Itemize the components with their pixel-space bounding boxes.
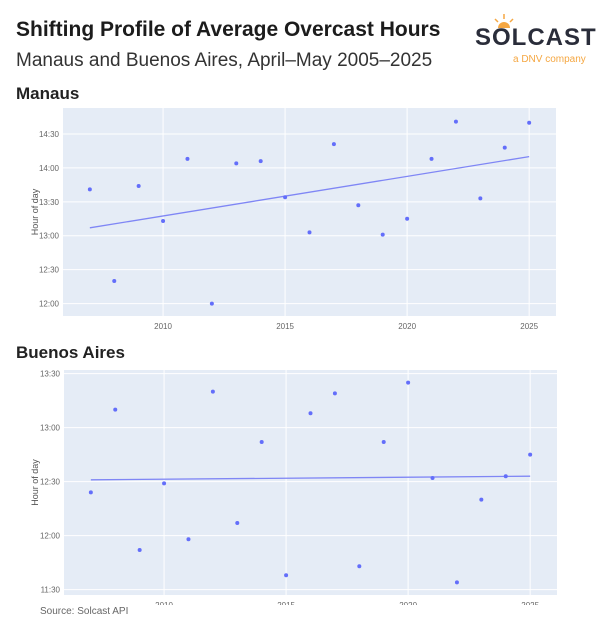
data-point bbox=[137, 548, 142, 552]
x-tick-label: 2025 bbox=[521, 601, 539, 605]
data-point bbox=[380, 232, 385, 237]
trend-line bbox=[89, 155, 530, 229]
y-axis-label: Hour of day bbox=[30, 188, 40, 235]
data-point bbox=[503, 474, 508, 479]
plot-area bbox=[63, 108, 556, 316]
data-point bbox=[210, 389, 215, 394]
y-tick-label: 14:30 bbox=[39, 130, 60, 139]
data-point bbox=[284, 573, 289, 578]
x-tick-label: 2015 bbox=[276, 322, 294, 331]
data-point bbox=[356, 203, 361, 208]
data-point bbox=[430, 476, 435, 480]
y-tick-label: 12:00 bbox=[40, 532, 61, 541]
x-tick-label: 2010 bbox=[155, 601, 173, 605]
data-point bbox=[332, 391, 337, 396]
data-point bbox=[357, 564, 362, 569]
data-point bbox=[259, 440, 264, 444]
data-point bbox=[406, 380, 411, 385]
data-point bbox=[405, 216, 410, 221]
x-tick-label: 2025 bbox=[520, 322, 538, 331]
y-tick-label: 14:00 bbox=[39, 164, 60, 173]
figure-title: Shifting Profile of Average Overcast Hou… bbox=[16, 18, 441, 41]
data-point bbox=[87, 187, 92, 192]
y-tick-label: 12:30 bbox=[40, 478, 61, 487]
data-point bbox=[258, 159, 263, 164]
data-point bbox=[162, 481, 167, 486]
sun-icon bbox=[494, 14, 514, 28]
data-point bbox=[381, 440, 386, 444]
y-tick-label: 13:30 bbox=[39, 198, 60, 207]
data-point bbox=[113, 407, 118, 412]
figure-subtitle: Manaus and Buenos Aires, April–May 2005–… bbox=[16, 50, 433, 71]
logo-name: SOLCAST bbox=[475, 24, 597, 51]
chart-buenos-aires: 2010 2015 2020 2025 11:30 12:00 12:30 13:00 13:3… bbox=[30, 370, 557, 605]
y-tick-label: 13:00 bbox=[39, 232, 60, 241]
data-point bbox=[308, 411, 313, 416]
data-point bbox=[136, 184, 141, 188]
data-point bbox=[235, 521, 240, 525]
data-point bbox=[502, 145, 507, 150]
data-point bbox=[283, 195, 288, 200]
x-tick-label: 2020 bbox=[398, 322, 416, 331]
data-point bbox=[331, 142, 336, 147]
data-point bbox=[112, 278, 117, 283]
chart-title-manaus: Manaus bbox=[16, 84, 80, 103]
data-point bbox=[161, 219, 166, 224]
x-tick-label: 2015 bbox=[277, 601, 295, 605]
data-point bbox=[453, 119, 458, 124]
data-point bbox=[479, 497, 484, 502]
solcast-logo: SOLCAST a DNV company bbox=[475, 14, 597, 68]
y-axis-label: Hour of day bbox=[30, 459, 40, 506]
chart-title-buenos-aires: Buenos Aires bbox=[16, 343, 125, 362]
trend-line bbox=[90, 475, 531, 481]
data-point bbox=[528, 452, 533, 457]
data-point bbox=[429, 156, 434, 161]
y-tick-label: 13:30 bbox=[40, 370, 61, 379]
data-point bbox=[209, 301, 214, 306]
y-tick-label: 12:30 bbox=[39, 266, 60, 275]
y-tick-label: 11:30 bbox=[41, 586, 61, 595]
data-point bbox=[186, 537, 191, 542]
logo-tagline: a DNV company bbox=[513, 54, 586, 65]
data-point bbox=[478, 196, 483, 201]
y-tick-label: 13:00 bbox=[40, 424, 61, 433]
plot-area bbox=[64, 370, 557, 595]
data-point bbox=[234, 161, 239, 166]
data-point bbox=[307, 230, 312, 235]
x-tick-label: 2020 bbox=[399, 601, 417, 605]
data-point bbox=[185, 156, 190, 161]
chart-manaus: 2010 2015 2020 2025 12:00 12:30 13:00 13:30 14:0… bbox=[30, 108, 556, 331]
source-note: Source: Solcast API bbox=[40, 606, 129, 617]
data-point bbox=[454, 580, 459, 585]
data-point bbox=[527, 120, 532, 125]
y-tick-label: 12:00 bbox=[39, 300, 60, 309]
data-point bbox=[88, 490, 93, 495]
x-tick-label: 2010 bbox=[154, 322, 172, 331]
